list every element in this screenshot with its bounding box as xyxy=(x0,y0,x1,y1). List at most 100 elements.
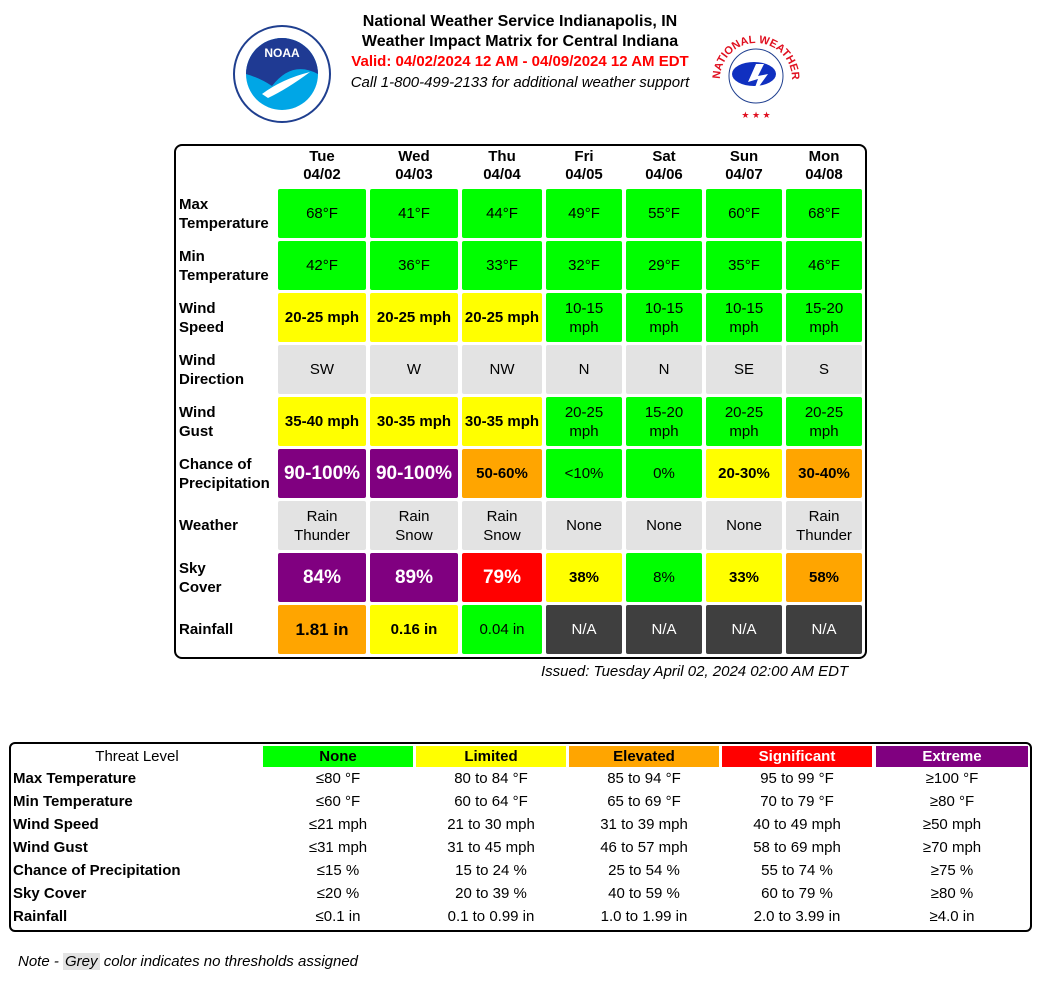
legend-threshold: ≤20 % xyxy=(316,885,360,902)
matrix-cell: 1.81 in xyxy=(278,605,366,654)
day-header-thu: Thu 04/04 xyxy=(462,148,542,188)
day-date: 04/08 xyxy=(805,166,843,183)
row-label-text: Max Temperature xyxy=(179,195,269,232)
matrix-cell: 32°F xyxy=(546,241,622,290)
matrix-cell: 58% xyxy=(786,553,862,602)
issued-time: Issued: Tuesday April 02, 2024 02:00 AM … xyxy=(541,663,849,680)
matrix-cell: 20-25 mph xyxy=(278,293,366,342)
matrix-cell: NW xyxy=(462,345,542,394)
matrix-cell: 30-35 mph xyxy=(462,397,542,446)
row-label: Wind Speed xyxy=(179,293,279,342)
legend-threshold: 70 to 79 °F xyxy=(760,793,834,810)
day-date: 04/06 xyxy=(645,166,683,183)
matrix-cell: 68°F xyxy=(278,189,366,238)
legend-row-label: Wind Gust xyxy=(13,839,88,856)
legend-threshold: ≤80 °F xyxy=(315,770,361,787)
legend-threshold: 25 to 54 % xyxy=(608,862,680,879)
legend-threshold: 0.1 to 0.99 in xyxy=(447,908,535,925)
matrix-cell: 29°F xyxy=(626,241,702,290)
row-label-text: Wind Speed xyxy=(179,299,225,336)
svg-text:★ ★ ★: ★ ★ ★ xyxy=(741,110,770,120)
day-header-wed: Wed 04/03 xyxy=(370,148,458,188)
day-header-sun: Sun 04/07 xyxy=(706,148,782,188)
row-label: Rainfall xyxy=(179,605,279,654)
day-header-mon: Mon 04/08 xyxy=(786,148,862,188)
legend-threshold: ≥75 % xyxy=(930,862,974,879)
matrix-cell: N/A xyxy=(706,605,782,654)
matrix-cell: 50-60% xyxy=(462,449,542,498)
matrix-cell: 20-30% xyxy=(706,449,782,498)
legend-threshold: 60 to 64 °F xyxy=(454,793,528,810)
matrix-cell: 42°F xyxy=(278,241,366,290)
legend-threshold: 21 to 30 mph xyxy=(447,816,535,833)
row-label: Wind Direction xyxy=(179,345,279,394)
day-header-sat: Sat 04/06 xyxy=(626,148,702,188)
impact-matrix: Tue 04/02 Wed 04/03 Thu 04/04 Fri 04/05 Sat 04/06… xyxy=(174,144,867,659)
legend-threshold: ≤21 mph xyxy=(308,816,368,833)
matrix-cell: 90-100% xyxy=(278,449,366,498)
matrix-cell: 20-25 mph xyxy=(462,293,542,342)
day-name: Mon xyxy=(808,148,840,165)
matrix-cell: <10% xyxy=(546,449,622,498)
matrix-cell: 55°F xyxy=(626,189,702,238)
legend-threshold: ≥4.0 in xyxy=(929,908,975,925)
legend-threshold: 40 to 49 mph xyxy=(753,816,841,833)
matrix-cell: 49°F xyxy=(546,189,622,238)
matrix-cell: 0.04 in xyxy=(462,605,542,654)
level-extreme: Extreme xyxy=(876,746,1028,767)
grey-note: Note - Grey color indicates no threshold… xyxy=(18,953,358,970)
legend-threshold: 20 to 39 % xyxy=(455,885,527,902)
matrix-cell: None xyxy=(706,501,782,550)
level-none: None xyxy=(263,746,413,767)
day-date: 04/07 xyxy=(725,166,763,183)
legend-threshold: ≤0.1 in xyxy=(315,908,361,925)
matrix-cell: 15-20 mph xyxy=(786,293,862,342)
row-label-text: Wind Direction xyxy=(179,351,245,388)
legend-threshold: 80 to 84 °F xyxy=(454,770,528,787)
matrix-cell: 10-15 mph xyxy=(626,293,702,342)
day-name: Wed xyxy=(398,148,430,165)
row-label: Sky Cover xyxy=(179,553,279,602)
legend-threshold: ≥70 mph xyxy=(922,839,982,856)
matrix-cell: 10-15 mph xyxy=(546,293,622,342)
matrix-cell: N xyxy=(546,345,622,394)
matrix-cell: None xyxy=(546,501,622,550)
level-significant: Significant xyxy=(722,746,872,767)
matrix-cell: 10-15 mph xyxy=(706,293,782,342)
legend-row-label: Min Temperature xyxy=(13,793,133,810)
valid-period: Valid: 04/02/2024 12 AM - 04/09/2024 12 … xyxy=(351,53,689,70)
day-header-fri: Fri 04/05 xyxy=(546,148,622,188)
day-date: 04/03 xyxy=(395,166,433,183)
legend-row-label: Chance of Precipitation xyxy=(13,862,181,879)
note-prefix: Note - xyxy=(18,953,64,970)
office-title: National Weather Service Indianapolis, I… xyxy=(362,13,678,30)
matrix-cell: SW xyxy=(278,345,366,394)
legend-threshold: ≥80 °F xyxy=(929,793,975,810)
matrix-cell: Rain Snow xyxy=(370,501,458,550)
matrix-cell: None xyxy=(626,501,702,550)
nws-logo: NATIONAL WEATHER SERVICE ★ ★ ★ xyxy=(706,24,801,120)
matrix-cell: 44°F xyxy=(462,189,542,238)
day-name: Thu xyxy=(488,148,516,165)
matrix-cell: 46°F xyxy=(786,241,862,290)
note-grey: Grey xyxy=(63,953,100,970)
legend-threshold: ≤31 mph xyxy=(308,839,368,856)
level-limited: Limited xyxy=(416,746,566,767)
row-label-text: Weather xyxy=(179,517,238,534)
legend-row-label: Rainfall xyxy=(13,908,68,925)
note-suffix: color indicates no thresholds assigned xyxy=(99,953,359,970)
matrix-cell: 30-35 mph xyxy=(370,397,458,446)
matrix-cell: 35-40 mph xyxy=(278,397,366,446)
matrix-cell: N/A xyxy=(626,605,702,654)
matrix-cell: 8% xyxy=(626,553,702,602)
matrix-cell: N/A xyxy=(786,605,862,654)
legend-threshold: ≥100 °F xyxy=(925,770,979,787)
noaa-logo: NOAA xyxy=(233,25,331,123)
matrix-cell: 20-25 mph xyxy=(370,293,458,342)
row-label-text: Rainfall xyxy=(179,621,234,638)
row-label: Chance of Precipitation xyxy=(179,449,279,498)
matrix-cell: W xyxy=(370,345,458,394)
matrix-cell: 38% xyxy=(546,553,622,602)
day-name: Fri xyxy=(574,148,594,165)
matrix-cell: 60°F xyxy=(706,189,782,238)
